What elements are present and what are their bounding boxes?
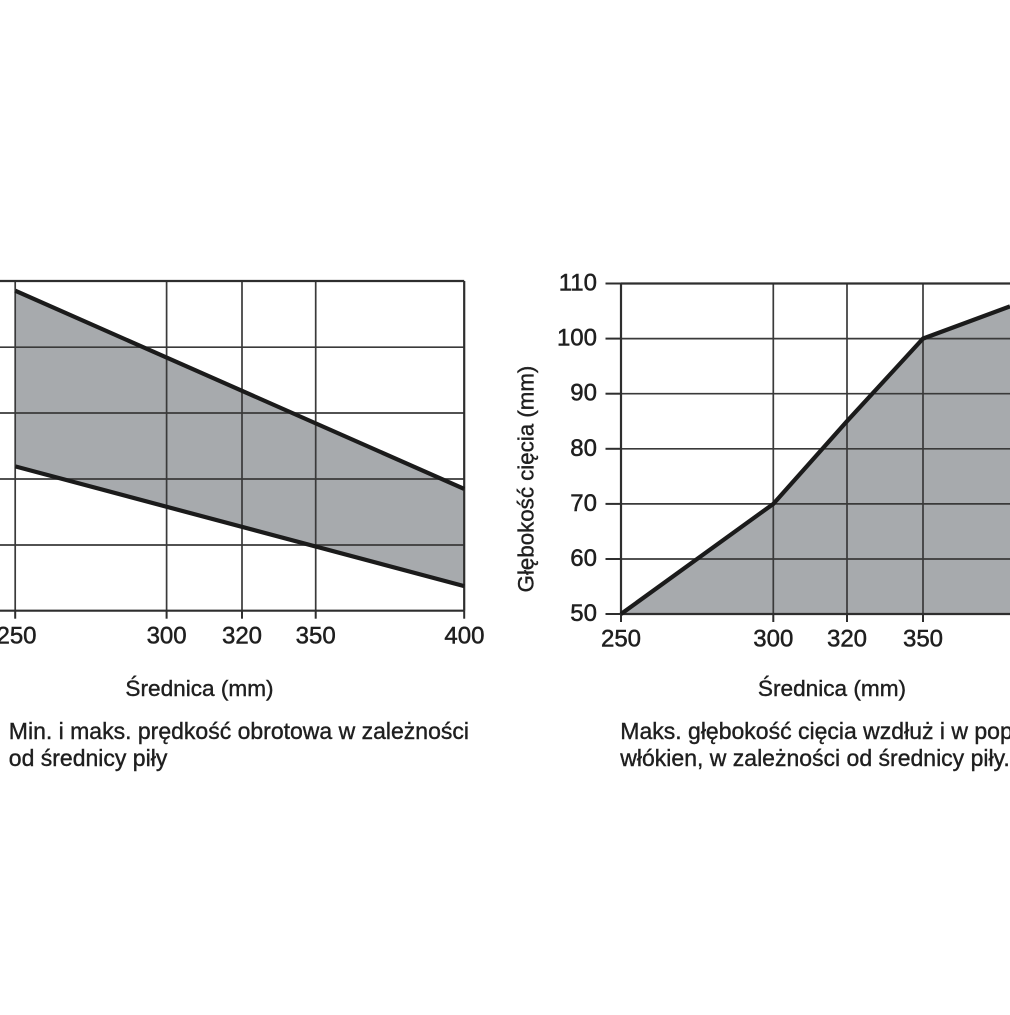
svg-text:300: 300 [753, 626, 793, 653]
svg-text:90: 90 [570, 380, 597, 407]
svg-text:250: 250 [601, 626, 641, 653]
svg-text:400: 400 [444, 623, 484, 650]
svg-text:110: 110 [559, 270, 597, 297]
svg-text:Głębokość cięcia (mm): Głębokość cięcia (mm) [514, 366, 539, 593]
svg-text:60: 60 [570, 545, 597, 572]
svg-text:50: 50 [570, 600, 597, 627]
svg-text:320: 320 [222, 623, 262, 650]
svg-text:Maks. głębokość cięcia wzdłuż: Maks. głębokość cięcia wzdłuż i w poprze… [620, 718, 1010, 744]
svg-text:100: 100 [557, 325, 597, 352]
svg-text:350: 350 [903, 626, 943, 653]
svg-text:Min. i maks. prędkość obrotowa: Min. i maks. prędkość obrotowa w zależno… [9, 718, 469, 744]
svg-text:Średnica (mm): Średnica (mm) [758, 676, 906, 701]
svg-text:350: 350 [296, 623, 336, 650]
svg-text:320: 320 [827, 626, 867, 653]
svg-text:Średnica (mm): Średnica (mm) [125, 676, 273, 701]
svg-text:80: 80 [570, 435, 597, 462]
svg-text:300: 300 [147, 623, 187, 650]
svg-text:włókien, w zależności od średn: włókien, w zależności od średnicy piły. [619, 745, 1009, 771]
svg-text:od średnicy piły: od średnicy piły [9, 745, 168, 771]
svg-text:70: 70 [570, 490, 597, 517]
svg-text:250: 250 [0, 623, 37, 650]
